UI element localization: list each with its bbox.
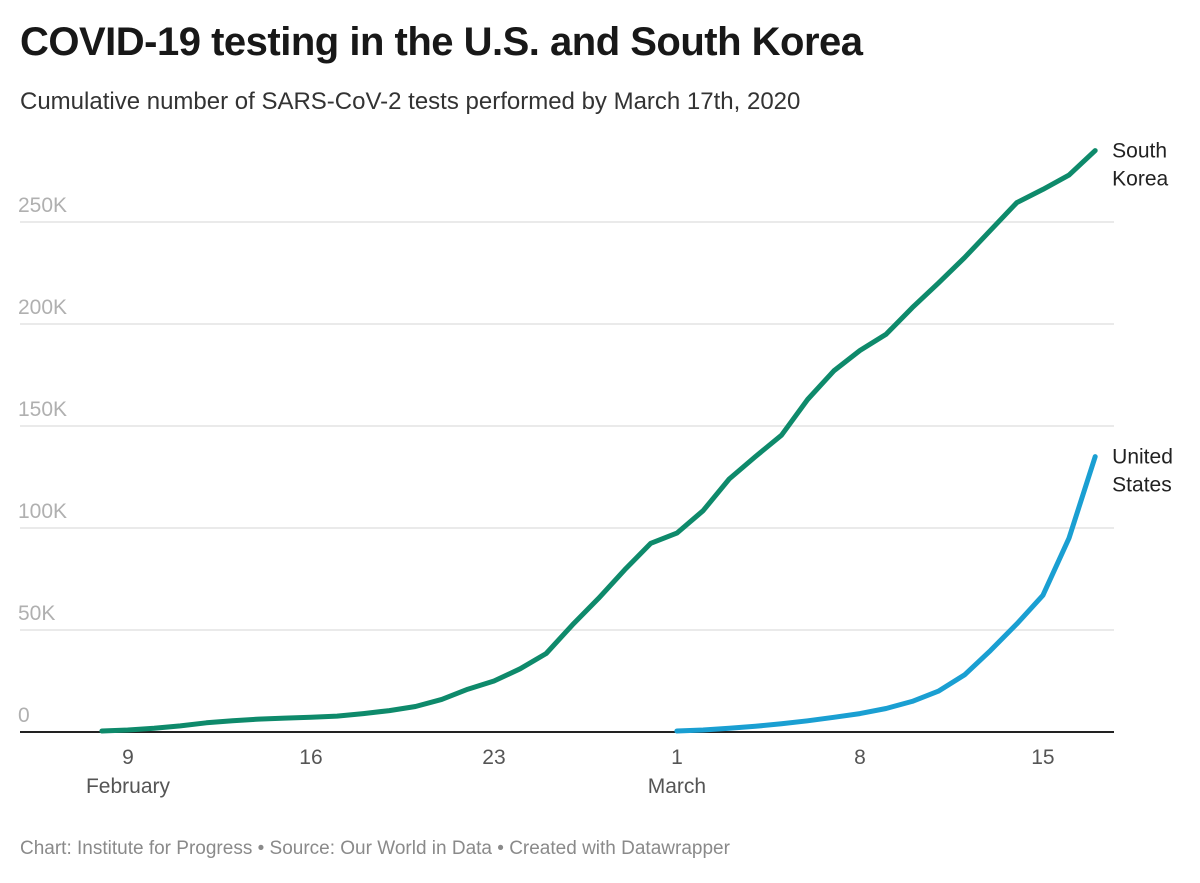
x-tick-label: 23: [482, 746, 505, 769]
gridlines: [20, 221, 1114, 733]
series-label-united-states: States: [1112, 474, 1172, 497]
x-month-label: March: [648, 775, 706, 798]
x-tick-label: 9: [122, 746, 134, 769]
x-tick-label: 8: [854, 746, 866, 769]
x-month-label: February: [86, 775, 171, 798]
x-tick-label: 15: [1031, 746, 1054, 769]
x-axis-labels: 9 February 16 23 1 March 8 15: [86, 746, 1055, 798]
y-tick-label: 100K: [18, 500, 67, 523]
y-tick-label: 150K: [18, 398, 67, 421]
series-line-south-korea: [99, 148, 1098, 734]
y-tick-label: 50K: [18, 602, 55, 625]
series-lines: [99, 148, 1098, 734]
series-line-united-states: [674, 454, 1098, 734]
chart-footer: Chart: Institute for Progress • Source: …: [20, 838, 730, 859]
series-label-south-korea: Korea: [1112, 168, 1168, 191]
y-axis-labels: 0 50K 100K 150K 200K 250K: [18, 194, 67, 727]
y-tick-label: 0: [18, 704, 30, 727]
series-label-united-states: United: [1112, 446, 1173, 469]
series-labels: South Korea United States: [1112, 140, 1173, 497]
chart-subtitle: Cumulative number of SARS-CoV-2 tests pe…: [20, 88, 801, 115]
x-tick-label: 16: [299, 746, 322, 769]
y-tick-label: 200K: [18, 296, 67, 319]
y-tick-label: 250K: [18, 194, 67, 217]
x-tick-label: 1: [671, 746, 683, 769]
series-label-south-korea: South: [1112, 140, 1167, 163]
chart-title: COVID-19 testing in the U.S. and South K…: [20, 20, 863, 64]
